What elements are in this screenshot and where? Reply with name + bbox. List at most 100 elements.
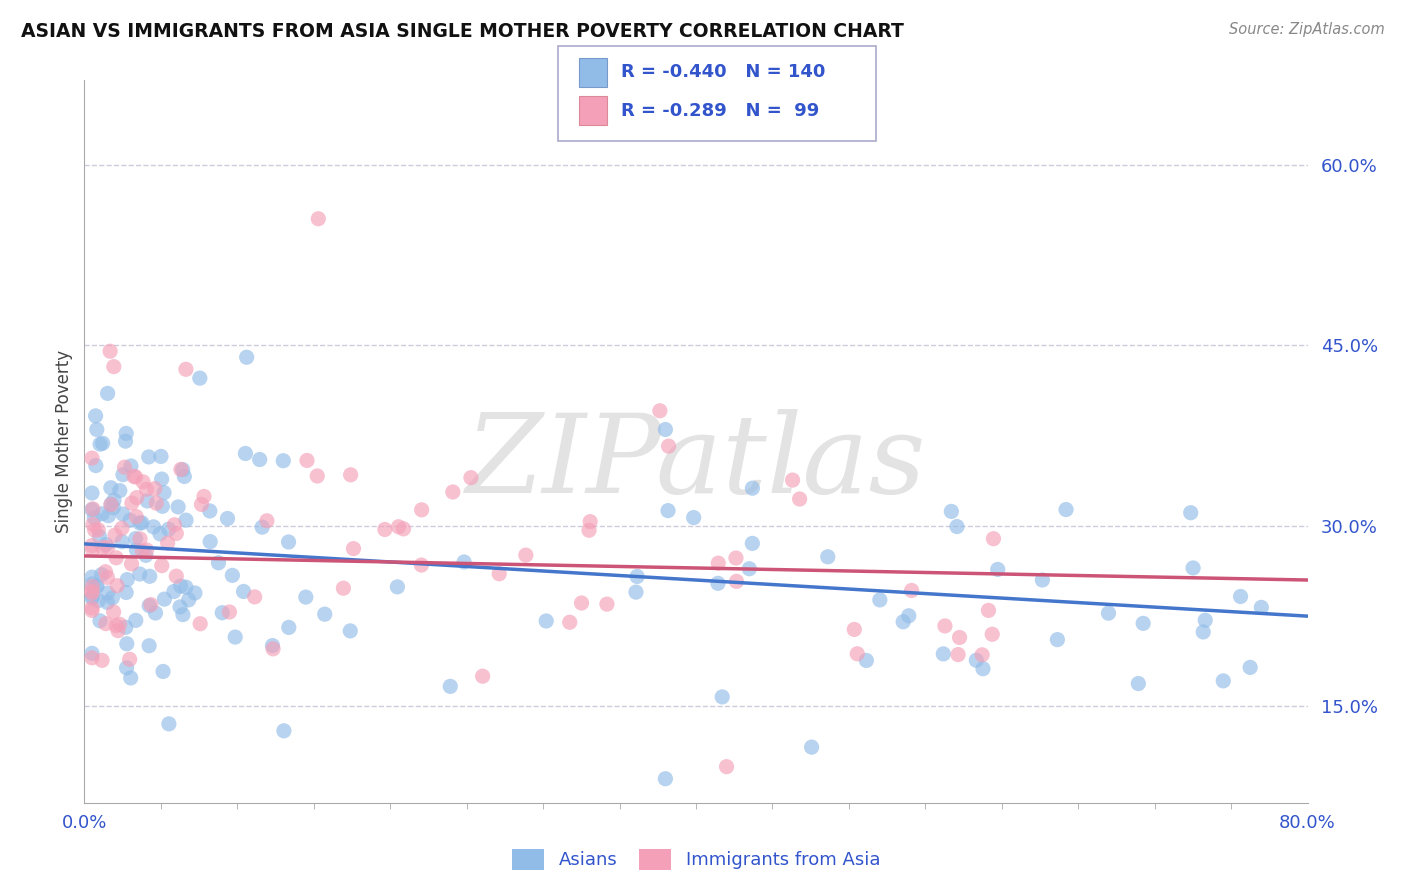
Y-axis label: Single Mother Poverty: Single Mother Poverty bbox=[55, 350, 73, 533]
Point bbox=[80, 603, 103, 617]
Point bbox=[138, 569, 160, 583]
Point bbox=[1046, 632, 1069, 647]
Point bbox=[97, 508, 120, 523]
Point bbox=[249, 452, 271, 467]
Point bbox=[658, 439, 681, 453]
Point bbox=[105, 579, 128, 593]
Point bbox=[169, 599, 191, 614]
Point bbox=[948, 631, 970, 645]
Point bbox=[307, 211, 329, 226]
Point bbox=[262, 641, 284, 656]
Point bbox=[80, 539, 103, 553]
Point bbox=[983, 532, 1005, 546]
Point bbox=[707, 576, 730, 591]
Point bbox=[271, 454, 294, 468]
Point bbox=[82, 502, 104, 516]
Point bbox=[198, 504, 221, 518]
Point bbox=[190, 497, 212, 511]
Point bbox=[453, 555, 475, 569]
Point bbox=[114, 460, 136, 475]
Point bbox=[165, 526, 187, 541]
Point bbox=[534, 614, 557, 628]
Point bbox=[977, 603, 1000, 617]
Point bbox=[107, 624, 129, 638]
Point bbox=[94, 616, 117, 631]
Point bbox=[100, 497, 122, 511]
Point bbox=[243, 590, 266, 604]
Point bbox=[138, 450, 160, 464]
Point bbox=[131, 544, 153, 558]
Point bbox=[121, 496, 143, 510]
Point bbox=[946, 648, 969, 662]
Point bbox=[932, 647, 955, 661]
Point bbox=[83, 510, 105, 524]
Point bbox=[103, 359, 125, 374]
Point bbox=[105, 618, 128, 632]
Text: ZIPatlas: ZIPatlas bbox=[465, 409, 927, 517]
Point bbox=[120, 671, 142, 685]
Point bbox=[897, 608, 920, 623]
Point bbox=[80, 577, 103, 591]
Point bbox=[188, 616, 211, 631]
Point bbox=[80, 570, 103, 584]
Point bbox=[387, 520, 409, 534]
Point bbox=[294, 590, 316, 604]
Point bbox=[82, 580, 104, 594]
Point bbox=[1194, 613, 1216, 627]
Point bbox=[211, 606, 233, 620]
Text: R = -0.440   N = 140: R = -0.440 N = 140 bbox=[621, 63, 825, 81]
Point bbox=[174, 362, 197, 376]
Point bbox=[855, 653, 877, 667]
Point bbox=[716, 760, 738, 774]
Point bbox=[105, 550, 128, 565]
Point bbox=[115, 573, 138, 587]
Point bbox=[339, 624, 361, 638]
Point bbox=[145, 496, 167, 510]
Point bbox=[782, 473, 804, 487]
Point bbox=[1054, 502, 1077, 516]
Point bbox=[1180, 506, 1202, 520]
Point bbox=[869, 593, 891, 607]
Point bbox=[128, 516, 150, 530]
Text: R = -0.289   N =  99: R = -0.289 N = 99 bbox=[621, 102, 820, 120]
Point bbox=[118, 513, 141, 527]
Point bbox=[946, 519, 969, 533]
Point bbox=[86, 579, 108, 593]
Point bbox=[125, 613, 148, 627]
Point bbox=[738, 562, 761, 576]
Point bbox=[174, 513, 197, 527]
Point bbox=[132, 475, 155, 489]
Point bbox=[1229, 590, 1251, 604]
Point bbox=[172, 607, 194, 622]
Point bbox=[84, 458, 107, 473]
Point bbox=[82, 517, 104, 532]
Point bbox=[80, 451, 103, 466]
Point bbox=[131, 516, 153, 530]
Point bbox=[374, 523, 396, 537]
Point bbox=[724, 551, 747, 566]
Point bbox=[138, 599, 160, 613]
Point bbox=[626, 569, 648, 583]
Point bbox=[153, 592, 176, 607]
Point bbox=[273, 723, 295, 738]
Point bbox=[80, 586, 103, 600]
Point bbox=[115, 426, 138, 441]
Point bbox=[87, 523, 110, 537]
Point bbox=[136, 494, 159, 508]
Point bbox=[846, 647, 869, 661]
Point bbox=[96, 586, 118, 600]
Point bbox=[80, 502, 103, 516]
Point bbox=[1182, 561, 1205, 575]
Point bbox=[184, 586, 207, 600]
Point bbox=[342, 541, 364, 556]
Point bbox=[104, 528, 127, 542]
Point bbox=[1192, 624, 1215, 639]
Point bbox=[163, 584, 186, 599]
Point bbox=[145, 606, 167, 620]
Point bbox=[91, 541, 114, 555]
Point bbox=[94, 565, 117, 579]
Point bbox=[143, 482, 166, 496]
Point bbox=[277, 620, 299, 634]
Point bbox=[262, 639, 284, 653]
Point bbox=[96, 570, 118, 584]
